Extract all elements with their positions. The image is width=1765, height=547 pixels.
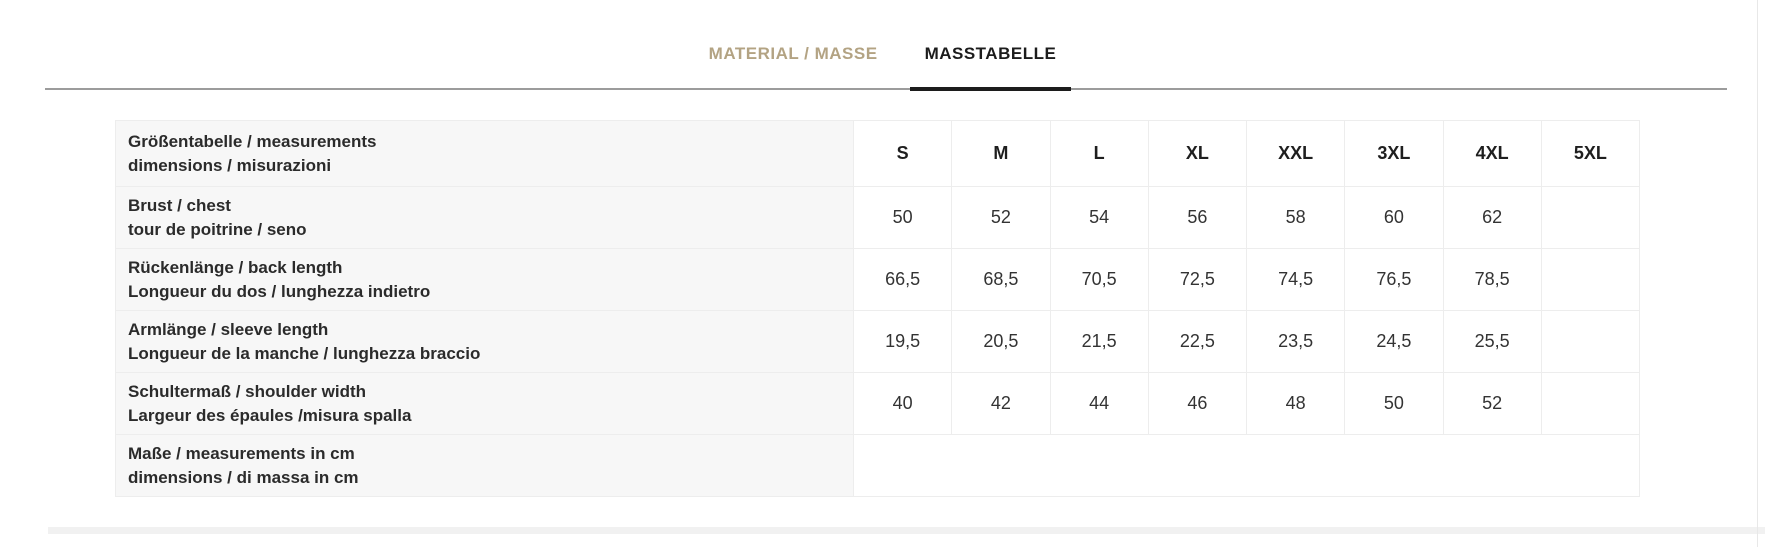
cell-value: 24,5 [1344, 310, 1444, 373]
size-column-header-5xl: 5XL [1540, 120, 1641, 187]
tab-separator-line [45, 88, 1727, 90]
size-table: Größentabelle / measurements dimensions … [115, 120, 1641, 497]
tab-masstabelle[interactable]: MASSTABELLE [909, 42, 1072, 91]
table-row-back-length: Rückenlänge / back length Longueur du do… [115, 248, 1641, 311]
cell-value: 60 [1344, 186, 1444, 249]
cell-value-empty [1540, 372, 1641, 435]
cell-value-empty [1540, 310, 1641, 373]
tab-material-masse[interactable]: MATERIAL / MASSE [708, 44, 878, 63]
row-label-line1: Brust / chest [128, 195, 231, 215]
cell-value: 66,5 [852, 248, 953, 311]
size-column-header-xl: XL [1147, 120, 1248, 187]
row-label-cell: Brust / chest tour de poitrine / seno [115, 186, 854, 249]
size-column-header-l: L [1049, 120, 1149, 187]
cell-value: 23,5 [1245, 310, 1346, 373]
cell-value: 72,5 [1147, 248, 1248, 311]
row-label-cell: Rückenlänge / back length Longueur du do… [115, 248, 854, 311]
cell-value: 52 [1442, 372, 1542, 435]
cell-value: 44 [1049, 372, 1149, 435]
table-title-cell: Größentabelle / measurements dimensions … [115, 120, 854, 187]
cell-value: 58 [1245, 186, 1346, 249]
cell-value: 46 [1147, 372, 1248, 435]
size-table-header-row: Größentabelle / measurements dimensions … [115, 120, 1641, 187]
size-column-header-4xl: 4XL [1442, 120, 1542, 187]
cell-value-empty [1540, 248, 1641, 311]
cell-value: 68,5 [951, 248, 1051, 311]
cell-value-empty [1540, 186, 1641, 249]
cell-value: 21,5 [1049, 310, 1149, 373]
row-label-line2: Longueur de la manche / lunghezza bracci… [128, 343, 481, 363]
cell-value: 76,5 [1344, 248, 1444, 311]
cell-value: 48 [1245, 372, 1346, 435]
row-label-line1: Schultermaß / shoulder width [128, 381, 367, 401]
size-column-header-xxl: XXL [1245, 120, 1346, 187]
cell-value: 20,5 [951, 310, 1051, 373]
cell-value: 62 [1442, 186, 1542, 249]
cell-value: 52 [951, 186, 1051, 249]
cell-value: 56 [1147, 186, 1248, 249]
size-column-header-s: S [852, 120, 953, 187]
size-column-header-m: M [951, 120, 1051, 187]
row-label-line2: Largeur des épaules /misura spalla [128, 405, 412, 425]
row-label-line2: dimensions / di massa in cm [128, 467, 359, 487]
cell-value: 42 [951, 372, 1051, 435]
cell-value: 70,5 [1049, 248, 1149, 311]
row-label-line2: Longueur du dos / lunghezza indietro [128, 281, 431, 301]
table-row-shoulder-width: Schultermaß / shoulder width Largeur des… [115, 372, 1641, 435]
table-title-line1: Größentabelle / measurements [128, 131, 377, 151]
size-column-header-3xl: 3XL [1344, 120, 1444, 187]
table-title-line2: dimensions / misurazioni [128, 155, 332, 175]
row-label-line1: Armlänge / sleeve length [128, 319, 329, 339]
cell-value: 25,5 [1442, 310, 1542, 373]
cell-value: 54 [1049, 186, 1149, 249]
row-label-cell: Armlänge / sleeve length Longueur de la … [115, 310, 854, 373]
table-row-sleeve-length: Armlänge / sleeve length Longueur de la … [115, 310, 1641, 373]
section-divider [48, 527, 1765, 534]
row-label-line1: Rückenlänge / back length [128, 257, 343, 277]
cell-value: 22,5 [1147, 310, 1248, 373]
cell-value: 74,5 [1245, 248, 1346, 311]
table-row-chest: Brust / chest tour de poitrine / seno 50… [115, 186, 1641, 249]
cell-value: 50 [1344, 372, 1444, 435]
cell-value: 78,5 [1442, 248, 1542, 311]
row-label-line2: tour de poitrine / seno [128, 219, 307, 239]
cell-value: 40 [852, 372, 953, 435]
table-row-measurements-unit: Maße / measurements in cm dimensions / d… [115, 434, 1640, 497]
cell-value-empty-merged [853, 434, 1640, 497]
cell-value: 19,5 [852, 310, 953, 373]
row-label-cell: Schultermaß / shoulder width Largeur des… [115, 372, 854, 435]
row-label-line1: Maße / measurements in cm [128, 443, 355, 463]
page-right-border [1757, 0, 1758, 547]
row-label-cell: Maße / measurements in cm dimensions / d… [115, 434, 854, 497]
cell-value: 50 [852, 186, 953, 249]
tab-bar: MATERIAL / MASSE MASSTABELLE [0, 0, 1765, 91]
